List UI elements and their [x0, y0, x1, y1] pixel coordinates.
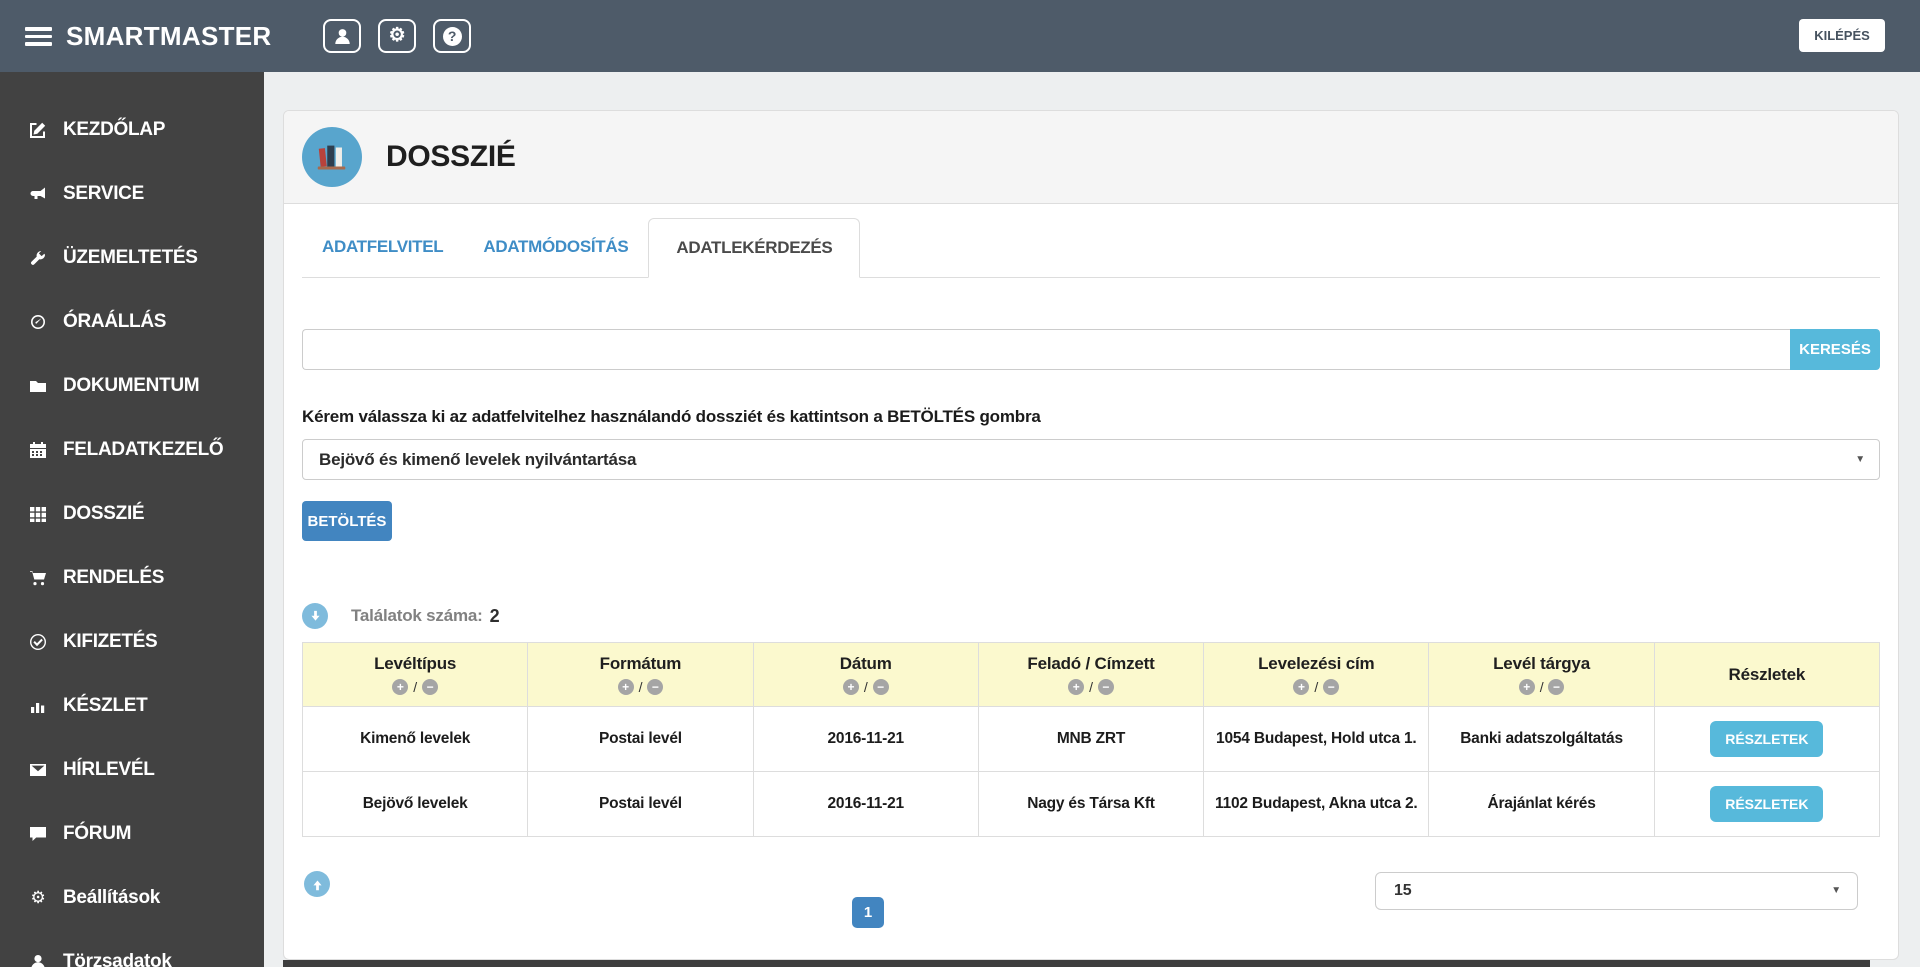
sort-desc-icon[interactable]: −: [872, 679, 889, 695]
sidebar-item-kifizetes[interactable]: KIFIZETÉS: [0, 610, 264, 674]
books-icon: [302, 127, 362, 187]
tab-adatfelvitel[interactable]: ADATFELVITEL: [322, 237, 444, 256]
column-header-levelezesi-cim: Levelezési cím + / −: [1203, 642, 1430, 707]
sort-desc-icon[interactable]: −: [1548, 679, 1565, 695]
sidebar: KEZDŐLAP SERVICE ÜZEMELTETÉS ÓRAÁLLÁS DO…: [0, 72, 264, 967]
table-row: Bejövő levelek Postai levél 2016-11-21 N…: [301, 771, 1881, 837]
sidebar-item-beallitasok[interactable]: ⚙ Beállítások: [0, 866, 264, 930]
column-header-leveltipus: Levéltípus + / −: [301, 642, 529, 707]
sidebar-item-oraallas[interactable]: ÓRAÁLLÁS: [0, 290, 264, 354]
content-area: DOSSZIÉ ADATFELVITEL ADATMÓDOSÍTÁS ADATL…: [264, 72, 1920, 967]
sidebar-item-dokumentum[interactable]: DOKUMENTUM: [0, 354, 264, 418]
search-input[interactable]: [302, 329, 1790, 370]
load-button[interactable]: BETÖLTÉS: [302, 501, 392, 541]
gear-icon: ⚙: [388, 24, 406, 46]
sidebar-item-kezdolap[interactable]: KEZDŐLAP: [0, 98, 264, 162]
wrench-icon: [26, 250, 50, 266]
sort-desc-icon[interactable]: −: [421, 679, 438, 695]
tab-adatlekerdezes[interactable]: ADATLEKÉRDEZÉS: [648, 218, 861, 278]
panel-header: DOSSZIÉ: [284, 111, 1898, 204]
column-header-formatum: Formátum + / −: [527, 642, 754, 707]
grid-icon: [26, 506, 50, 522]
instruction-text: Kérem válassza ki az adatfelvitelhez has…: [302, 407, 1041, 426]
edit-icon: [26, 122, 50, 138]
sort-desc-icon[interactable]: −: [1097, 679, 1114, 695]
tab-bar: ADATFELVITEL ADATMÓDOSÍTÁS ADATLEKÉRDEZÉ…: [302, 218, 1880, 278]
results-table: Levéltípus + / − Formátum + / − Dátum + / −: [301, 642, 1881, 837]
dossier-panel: DOSSZIÉ ADATFELVITEL ADATMÓDOSÍTÁS ADATL…: [283, 110, 1899, 960]
help-icon: ?: [442, 26, 462, 46]
sort-desc-icon[interactable]: −: [647, 679, 664, 695]
column-header-datum: Dátum + / −: [752, 642, 979, 707]
sort-asc-icon[interactable]: +: [617, 679, 634, 695]
tab-adatmodositas[interactable]: ADATMÓDOSÍTÁS: [483, 237, 629, 256]
calendar-icon: [26, 442, 50, 458]
results-count: 2: [489, 605, 500, 626]
page-size-value: 15: [1394, 882, 1412, 899]
user-icon: [26, 954, 50, 967]
cart-icon: [26, 570, 50, 586]
gear-icon: ⚙: [30, 888, 46, 907]
sort-asc-icon[interactable]: +: [1293, 679, 1310, 695]
column-header-level-targya: Levél tárgya + / −: [1428, 642, 1655, 707]
comment-icon: [26, 826, 50, 842]
gauge-icon: [26, 314, 50, 330]
sidebar-item-hirlevel[interactable]: HÍRLEVÉL: [0, 738, 264, 802]
column-header-felado-cimzett: Feladó / Címzett + / −: [977, 642, 1205, 707]
user-icon: [334, 28, 350, 44]
column-header-reszletek: Részletek: [1653, 642, 1881, 707]
details-button[interactable]: RÉSZLETEK: [1710, 786, 1824, 822]
sidebar-item-forum[interactable]: FÓRUM: [0, 802, 264, 866]
pagination-page-1[interactable]: 1: [852, 897, 884, 928]
dossier-select-value: Bejövő és kimenő levelek nyilvántartása: [319, 450, 637, 469]
sort-asc-icon[interactable]: +: [1068, 679, 1085, 695]
sidebar-item-feladatkezelo[interactable]: FELADATKEZELŐ: [0, 418, 264, 482]
sidebar-item-rendeles[interactable]: RENDELÉS: [0, 546, 264, 610]
page-title: DOSSZIÉ: [386, 140, 516, 173]
sidebar-item-torzsadatok[interactable]: Törzsadatok: [0, 930, 264, 967]
profile-button[interactable]: [323, 19, 361, 53]
page-size-select[interactable]: 15 ▼: [1375, 872, 1858, 910]
chevron-down-icon: ▼: [1855, 454, 1865, 465]
bottom-panel-edge: [283, 960, 1870, 967]
sort-asc-icon[interactable]: +: [1518, 679, 1535, 695]
bar-chart-icon: [26, 698, 50, 714]
sidebar-item-keszlet[interactable]: KÉSZLET: [0, 674, 264, 738]
details-button[interactable]: RÉSZLETEK: [1710, 721, 1824, 757]
table-row: Kimenő levelek Postai levél 2016-11-21 M…: [301, 706, 1881, 772]
collapse-up-icon[interactable]: [304, 871, 330, 897]
search-button[interactable]: KERESÉS: [1790, 329, 1880, 370]
dossier-select[interactable]: Bejövő és kimenő levelek nyilvántartása …: [302, 439, 1880, 480]
check-circle-icon: [26, 634, 50, 650]
help-button[interactable]: ?: [433, 19, 471, 53]
collapse-down-icon[interactable]: [302, 603, 328, 629]
table-header-row: Levéltípus + / − Formátum + / − Dátum + / −: [301, 642, 1881, 707]
brand-title: SMARTMASTER: [66, 21, 272, 51]
sort-asc-icon[interactable]: +: [842, 679, 859, 695]
logout-button[interactable]: KILÉPÉS: [1799, 19, 1885, 52]
settings-button[interactable]: ⚙: [378, 19, 416, 53]
top-bar: SMARTMASTER ⚙ ? KILÉPÉS: [0, 0, 1920, 72]
envelope-icon: [26, 762, 50, 778]
chevron-down-icon: ▼: [1831, 885, 1841, 896]
sidebar-item-uzemeltetes[interactable]: ÜZEMELTETÉS: [0, 226, 264, 290]
sort-desc-icon[interactable]: −: [1323, 679, 1340, 695]
hamburger-icon[interactable]: [25, 27, 52, 46]
results-label: Találatok száma:: [351, 606, 483, 625]
folder-icon: [26, 378, 50, 394]
table-footer: 1 15 ▼: [302, 868, 1880, 930]
bullhorn-icon: [26, 186, 50, 202]
sort-asc-icon[interactable]: +: [392, 679, 409, 695]
sidebar-item-dosszie[interactable]: DOSSZIÉ: [0, 482, 264, 546]
sidebar-item-service[interactable]: SERVICE: [0, 162, 264, 226]
